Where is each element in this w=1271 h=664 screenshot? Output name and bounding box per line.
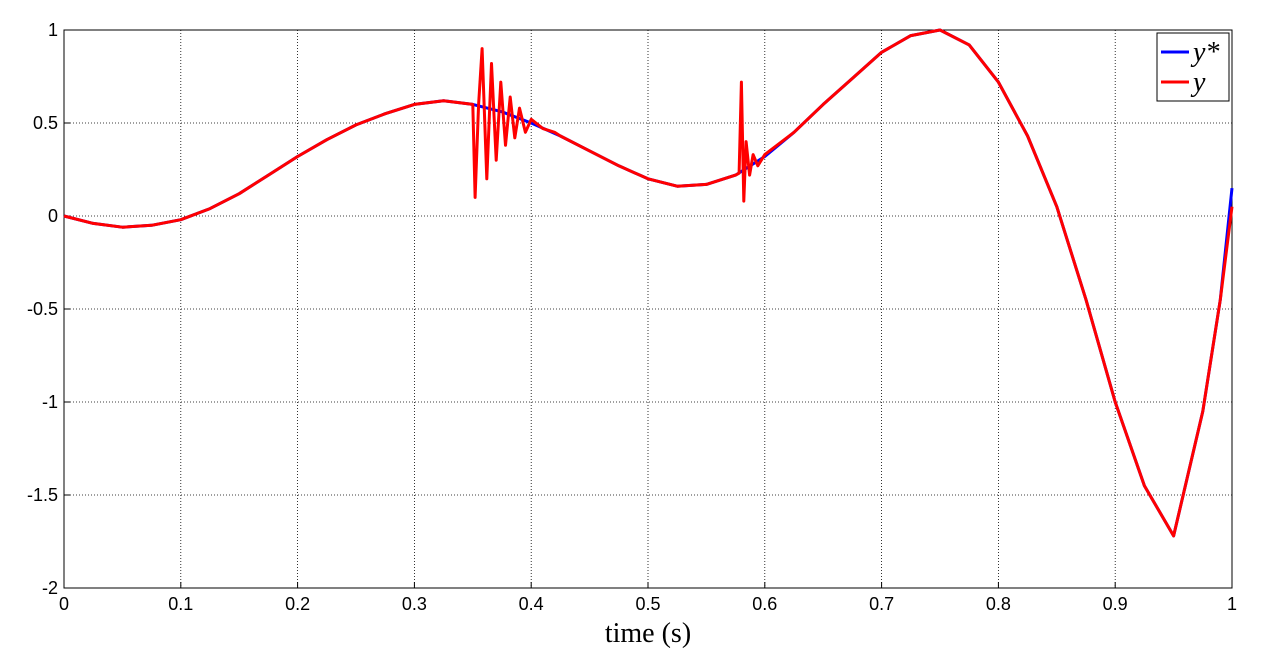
data-line [63, 28, 1234, 538]
x-tick-label: 0.3 [402, 594, 427, 614]
x-tick-label: 0 [59, 594, 69, 614]
x-tick-label: 0.9 [1103, 594, 1128, 614]
x-tick-label: 1 [1227, 594, 1237, 614]
axes-box [63, 29, 1233, 589]
y-tick-label: -1.5 [27, 485, 58, 505]
y-tick-label: 1 [48, 20, 58, 40]
y-tick-label: -2 [42, 578, 58, 598]
y-tick-label: -1 [42, 392, 58, 412]
x-tick-label: 0.5 [635, 594, 660, 614]
x-tick-label: 0.8 [986, 594, 1011, 614]
x-tick-label: 0.4 [519, 594, 544, 614]
y-tick-label: 0.5 [33, 113, 58, 133]
legend-label: y [1190, 67, 1206, 98]
legend-box [1156, 32, 1230, 102]
y-tick-label: 0 [48, 206, 58, 226]
x-tick-label: 0.6 [752, 594, 777, 614]
x-tick-label: 0.2 [285, 594, 310, 614]
x-tick-label: 0.7 [869, 594, 894, 614]
x-axis-label: time (s) [605, 618, 691, 649]
legend-label: y* [1190, 37, 1219, 68]
y-tick-label: -0.5 [27, 299, 58, 319]
x-tick-label: 0.1 [168, 594, 193, 614]
